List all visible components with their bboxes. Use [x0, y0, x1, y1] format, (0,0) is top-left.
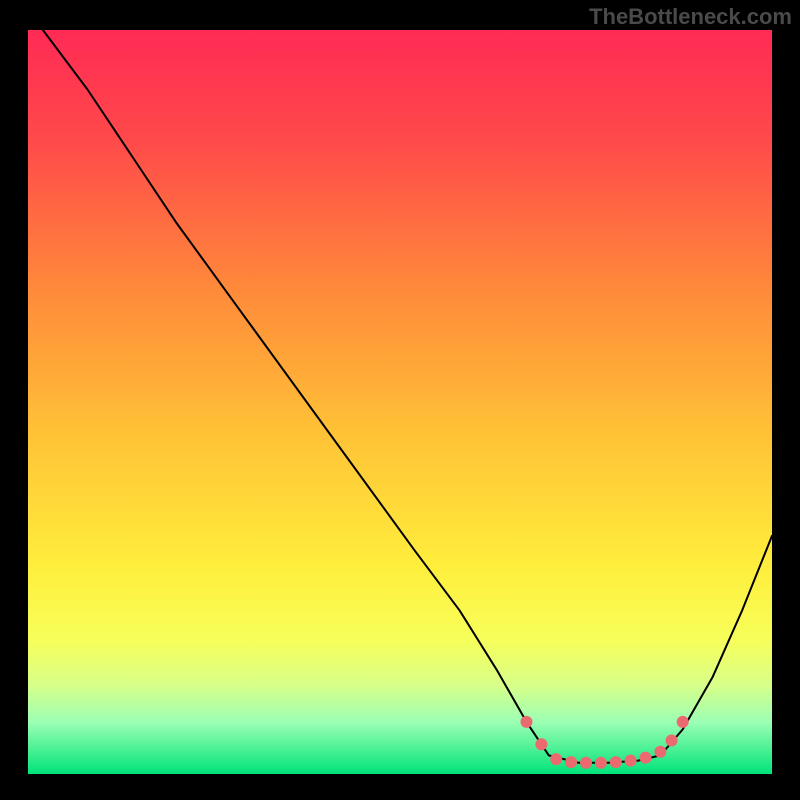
bottleneck-chart	[0, 0, 800, 800]
gradient-background	[28, 30, 772, 774]
marker-dot	[677, 716, 689, 728]
marker-dot	[640, 752, 652, 764]
marker-dot	[625, 755, 637, 767]
marker-dot	[580, 757, 592, 769]
marker-dot	[521, 716, 533, 728]
marker-dot	[535, 738, 547, 750]
chart-frame: { "watermark": "TheBottleneck.com", "cha…	[0, 0, 800, 800]
marker-dot	[565, 756, 577, 768]
marker-dot	[654, 746, 666, 758]
marker-dot	[550, 753, 562, 765]
marker-dot	[666, 735, 678, 747]
marker-dot	[595, 757, 607, 769]
marker-dot	[610, 756, 622, 768]
